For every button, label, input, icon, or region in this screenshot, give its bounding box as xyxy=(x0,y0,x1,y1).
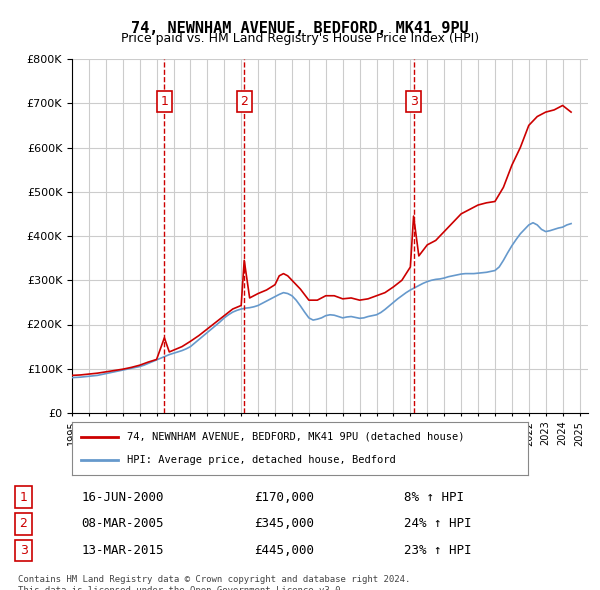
Text: 3: 3 xyxy=(410,95,418,108)
Text: 8% ↑ HPI: 8% ↑ HPI xyxy=(404,491,464,504)
Text: £170,000: £170,000 xyxy=(254,491,314,504)
Text: 16-JUN-2000: 16-JUN-2000 xyxy=(81,491,164,504)
Text: 13-MAR-2015: 13-MAR-2015 xyxy=(81,544,164,557)
Text: 08-MAR-2005: 08-MAR-2005 xyxy=(81,517,164,530)
Text: 1: 1 xyxy=(160,95,169,108)
Text: 24% ↑ HPI: 24% ↑ HPI xyxy=(404,517,471,530)
Text: 3: 3 xyxy=(20,544,28,557)
Text: Price paid vs. HM Land Registry's House Price Index (HPI): Price paid vs. HM Land Registry's House … xyxy=(121,32,479,45)
Text: 74, NEWNHAM AVENUE, BEDFORD, MK41 9PU: 74, NEWNHAM AVENUE, BEDFORD, MK41 9PU xyxy=(131,21,469,35)
Text: Contains HM Land Registry data © Crown copyright and database right 2024.
This d: Contains HM Land Registry data © Crown c… xyxy=(18,575,410,590)
Text: HPI: Average price, detached house, Bedford: HPI: Average price, detached house, Bedf… xyxy=(127,455,395,465)
Text: 23% ↑ HPI: 23% ↑ HPI xyxy=(404,544,471,557)
Text: 74, NEWNHAM AVENUE, BEDFORD, MK41 9PU (detached house): 74, NEWNHAM AVENUE, BEDFORD, MK41 9PU (d… xyxy=(127,432,464,442)
Text: 1: 1 xyxy=(20,491,28,504)
Text: 2: 2 xyxy=(20,517,28,530)
Text: £345,000: £345,000 xyxy=(254,517,314,530)
Text: 2: 2 xyxy=(240,95,248,108)
Text: £445,000: £445,000 xyxy=(254,544,314,557)
